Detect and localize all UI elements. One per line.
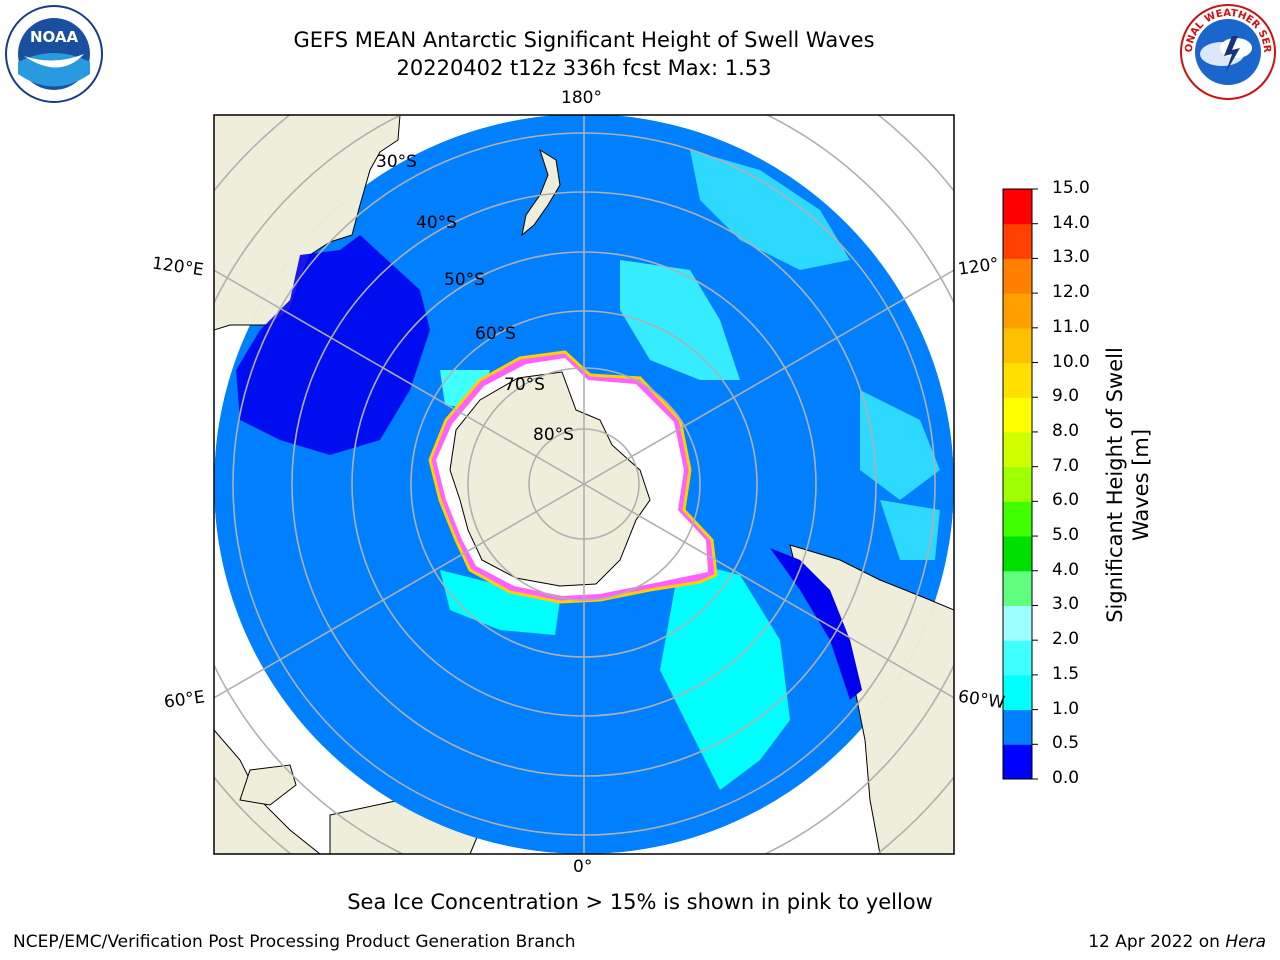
colorbar-tick-label: 10.0 — [1052, 351, 1090, 372]
colorbar-tick-label: 8.0 — [1052, 420, 1080, 441]
credit-text: NCEP/EMC/Verification Post Processing Pr… — [13, 932, 576, 952]
lat-label-80s: 80°S — [533, 425, 574, 445]
colorbar-title-line2: Waves [m] — [1129, 428, 1153, 542]
lat-label-60s: 60°S — [475, 324, 516, 344]
colorbar-segment — [1003, 362, 1032, 398]
low-swell-area-west — [236, 235, 430, 455]
date-label: 12 Apr 2022 on — [1088, 932, 1220, 952]
lon-label-0: 0° — [573, 857, 593, 877]
colorbar-segment — [1003, 501, 1032, 537]
lat-label-50s: 50°S — [444, 270, 485, 290]
colorbar-segment — [1003, 258, 1032, 294]
colorbar-segment — [1003, 605, 1032, 641]
colorbar-tick-label: 7.0 — [1052, 455, 1080, 476]
colorbar-segment — [1003, 536, 1032, 572]
colorbar-segment — [1003, 674, 1032, 711]
colorbar-tick-label: 1.0 — [1052, 698, 1080, 719]
colorbar-tick-label: 0.0 — [1052, 768, 1080, 788]
colorbar-tick-label: 3.0 — [1052, 594, 1080, 615]
colorbar-tick-label: 12.0 — [1052, 282, 1090, 303]
colorbar-segment — [1003, 466, 1032, 502]
colorbar-segment — [1003, 397, 1032, 433]
sea-ice-note: Sea Ice Concentration > 15% is shown in … — [347, 890, 933, 914]
colorbar-title-line1: Significant Height of Swell — [1103, 347, 1127, 623]
colorbar-segment — [1003, 223, 1032, 259]
noaa-logo: NOAA — [5, 5, 103, 103]
map-subtitle: 20220402 t12z 336h fcst Max: 1.53 — [396, 56, 772, 80]
colorbar-tick-label: 9.0 — [1052, 386, 1080, 407]
colorbar-tick-label: 1.5 — [1052, 663, 1080, 684]
new-zealand-land — [521, 148, 561, 237]
colorbar-tick-label: 14.0 — [1052, 212, 1090, 233]
colorbar-segment — [1003, 327, 1032, 364]
colorbar-tick-label: 15.0 — [1052, 178, 1090, 198]
colorbar-tick-label: 6.0 — [1052, 490, 1080, 511]
noaa-logo-text: NOAA — [30, 28, 79, 46]
africa-land — [214, 729, 321, 854]
colorbar-tick-label: 0.5 — [1052, 733, 1080, 754]
graticule — [214, 115, 954, 854]
colorbar-tick-label: 5.0 — [1052, 525, 1080, 546]
swell-patch-1 — [660, 560, 790, 790]
colorbar-tick-label: 11.0 — [1052, 316, 1090, 337]
host-name: Hera — [1225, 932, 1266, 952]
colorbar-tick-label: 13.0 — [1052, 247, 1090, 268]
lat-label-40s: 40°S — [416, 213, 457, 233]
nws-logo: NATIONAL WEATHER SERVICE — [1178, 2, 1276, 100]
colorbar-segment — [1003, 744, 1032, 780]
colorbar-tick-label: 2.0 — [1052, 629, 1080, 650]
colorbar — [1002, 188, 1038, 780]
colorbar-segment — [1003, 640, 1032, 676]
lon-label-180: 180° — [561, 88, 602, 108]
colorbar-title: Significant Height of Swell Waves [m] — [1102, 347, 1154, 623]
lat-label-70s: 70°S — [504, 375, 545, 395]
colorbar-segment — [1003, 189, 1032, 225]
colorbar-segment — [1003, 293, 1032, 329]
colorbar-tick-label: 4.0 — [1052, 559, 1080, 580]
colorbar-segment — [1003, 570, 1032, 606]
colorbar-segment — [1003, 709, 1032, 745]
map-frame — [213, 114, 955, 855]
lat-label-30s: 30°S — [376, 152, 417, 172]
map-title: GEFS MEAN Antarctic Significant Height o… — [293, 28, 875, 52]
date-text: 12 Apr 2022 on Hera — [1088, 932, 1266, 952]
colorbar-segment — [1003, 431, 1032, 468]
